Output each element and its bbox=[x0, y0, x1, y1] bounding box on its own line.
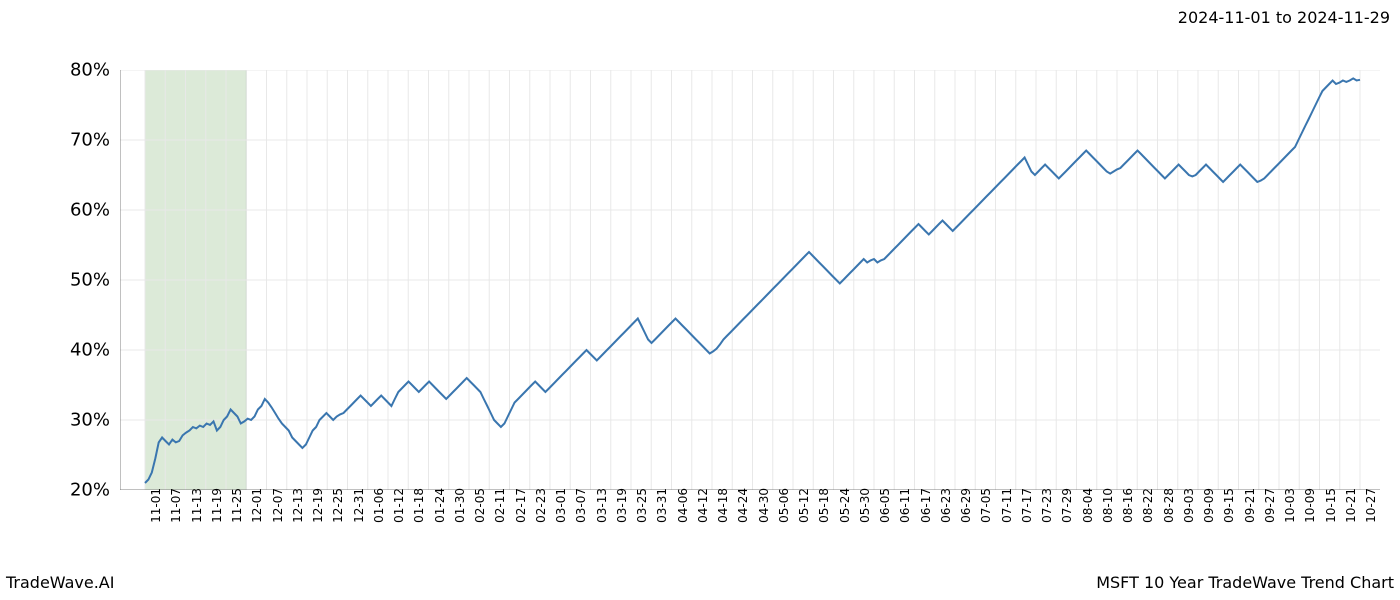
footer-brand: TradeWave.AI bbox=[6, 573, 114, 592]
x-tick-label: 11-01 bbox=[149, 488, 163, 538]
x-tick-label: 01-06 bbox=[372, 488, 386, 538]
x-tick-label: 10-21 bbox=[1344, 488, 1358, 538]
x-tick-label: 01-24 bbox=[433, 488, 447, 538]
x-tick-label: 08-10 bbox=[1101, 488, 1115, 538]
x-tick-label: 11-07 bbox=[169, 488, 183, 538]
x-tick-label: 01-18 bbox=[412, 488, 426, 538]
x-tick-label: 09-09 bbox=[1202, 488, 1216, 538]
x-tick-label: 04-06 bbox=[676, 488, 690, 538]
x-tick-label: 02-17 bbox=[514, 488, 528, 538]
x-tick-label: 05-12 bbox=[797, 488, 811, 538]
x-tick-label: 11-19 bbox=[210, 488, 224, 538]
x-tick-label: 03-31 bbox=[655, 488, 669, 538]
y-tick-label: 30% bbox=[70, 410, 110, 431]
x-tick-label: 07-17 bbox=[1020, 488, 1034, 538]
x-tick-label: 01-30 bbox=[453, 488, 467, 538]
x-tick-label: 03-19 bbox=[615, 488, 629, 538]
x-tick-label: 03-01 bbox=[554, 488, 568, 538]
x-tick-label: 08-04 bbox=[1081, 488, 1095, 538]
x-tick-label: 10-03 bbox=[1283, 488, 1297, 538]
x-tick-label: 06-29 bbox=[959, 488, 973, 538]
x-tick-label: 07-23 bbox=[1040, 488, 1054, 538]
x-tick-label: 03-25 bbox=[635, 488, 649, 538]
y-tick-label: 20% bbox=[70, 480, 110, 501]
x-tick-label: 11-13 bbox=[190, 488, 204, 538]
x-tick-label: 12-01 bbox=[250, 488, 264, 538]
x-tick-label: 05-06 bbox=[777, 488, 791, 538]
y-tick-label: 40% bbox=[70, 340, 110, 361]
x-tick-label: 02-05 bbox=[473, 488, 487, 538]
x-tick-label: 07-29 bbox=[1060, 488, 1074, 538]
x-tick-label: 10-15 bbox=[1324, 488, 1338, 538]
x-tick-label: 08-16 bbox=[1121, 488, 1135, 538]
x-tick-label: 12-07 bbox=[271, 488, 285, 538]
x-tick-label: 03-07 bbox=[574, 488, 588, 538]
x-tick-label: 10-09 bbox=[1303, 488, 1317, 538]
y-tick-label: 80% bbox=[70, 60, 110, 81]
x-tick-label: 11-25 bbox=[230, 488, 244, 538]
grid-lines bbox=[120, 70, 1380, 490]
chart-container: 2024-11-01 to 2024-11-29 20% 30% 40% 50% 60%… bbox=[0, 0, 1400, 600]
y-tick-label: 70% bbox=[70, 130, 110, 151]
x-tick-label: 05-30 bbox=[858, 488, 872, 538]
x-tick-label: 09-27 bbox=[1263, 488, 1277, 538]
x-tick-label: 12-19 bbox=[311, 488, 325, 538]
x-tick-label: 01-12 bbox=[392, 488, 406, 538]
x-tick-label: 05-18 bbox=[817, 488, 831, 538]
x-tick-label: 09-21 bbox=[1243, 488, 1257, 538]
x-tick-label: 04-18 bbox=[716, 488, 730, 538]
x-tick-label: 06-05 bbox=[878, 488, 892, 538]
x-tick-label: 10-27 bbox=[1364, 488, 1378, 538]
x-tick-label: 06-23 bbox=[939, 488, 953, 538]
x-tick-label: 04-30 bbox=[757, 488, 771, 538]
x-tick-label: 07-05 bbox=[979, 488, 993, 538]
date-range-label: 2024-11-01 to 2024-11-29 bbox=[1178, 8, 1390, 27]
x-tick-label: 08-28 bbox=[1162, 488, 1176, 538]
x-tick-label: 08-22 bbox=[1141, 488, 1155, 538]
y-tick-label: 50% bbox=[70, 270, 110, 291]
y-tick-label: 60% bbox=[70, 200, 110, 221]
x-tick-label: 04-24 bbox=[736, 488, 750, 538]
x-tick-label: 12-25 bbox=[331, 488, 345, 538]
x-tick-label: 12-13 bbox=[291, 488, 305, 538]
x-tick-label: 09-03 bbox=[1182, 488, 1196, 538]
x-tick-label: 05-24 bbox=[838, 488, 852, 538]
x-tick-label: 07-11 bbox=[1000, 488, 1014, 538]
x-tick-label: 12-31 bbox=[352, 488, 366, 538]
x-tick-label: 04-12 bbox=[696, 488, 710, 538]
x-tick-label: 09-15 bbox=[1222, 488, 1236, 538]
x-tick-label: 06-17 bbox=[919, 488, 933, 538]
chart-plot-area bbox=[120, 70, 1380, 490]
footer-title: MSFT 10 Year TradeWave Trend Chart bbox=[1096, 573, 1394, 592]
x-tick-label: 02-23 bbox=[534, 488, 548, 538]
x-tick-label: 03-13 bbox=[595, 488, 609, 538]
x-tick-label: 02-11 bbox=[493, 488, 507, 538]
x-tick-label: 06-11 bbox=[898, 488, 912, 538]
